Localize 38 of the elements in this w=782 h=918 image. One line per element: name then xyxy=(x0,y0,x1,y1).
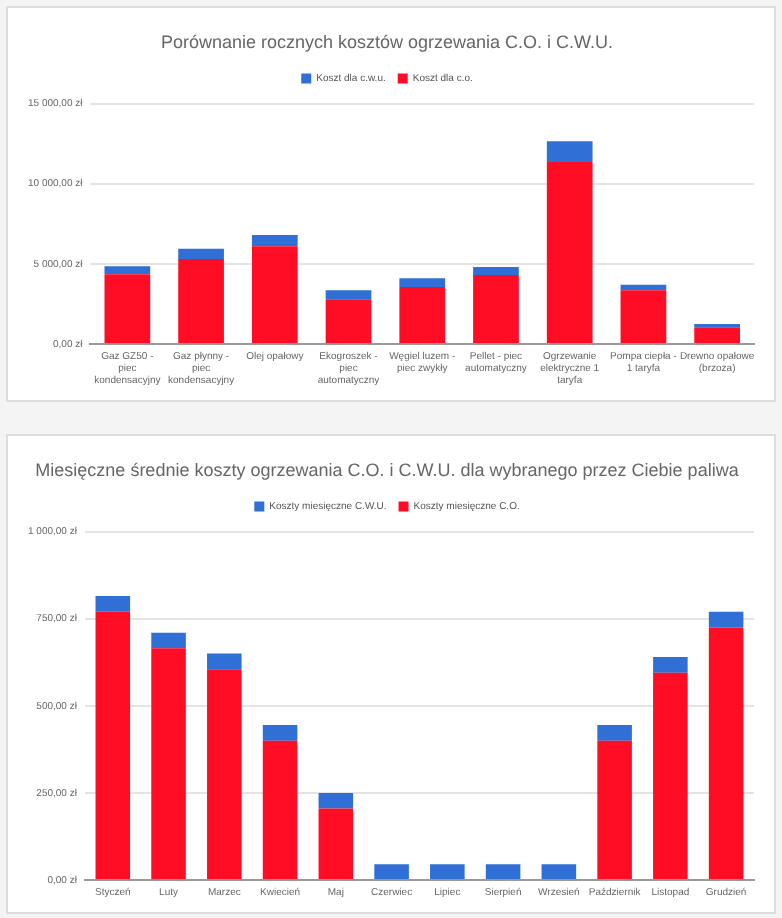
bar xyxy=(708,611,744,628)
bar xyxy=(597,724,632,741)
bar xyxy=(653,657,688,673)
bar xyxy=(178,259,224,343)
bar xyxy=(262,724,298,741)
bar xyxy=(473,275,519,343)
bar xyxy=(104,274,151,343)
bar xyxy=(620,290,667,343)
bar xyxy=(430,864,465,879)
bar xyxy=(262,740,298,879)
bar xyxy=(95,596,131,612)
bar xyxy=(546,162,593,343)
bar xyxy=(151,648,186,879)
bar xyxy=(318,808,354,879)
bar xyxy=(325,290,372,300)
bar xyxy=(251,235,298,247)
bar xyxy=(708,627,744,879)
bar xyxy=(207,669,242,879)
chart-title: Porównanie rocznych kosztów ogrzewania C.O. i C.W.U. xyxy=(160,31,614,52)
bar xyxy=(653,672,688,879)
bar xyxy=(485,864,521,879)
bar xyxy=(95,611,131,879)
bar xyxy=(251,246,298,343)
bar xyxy=(694,327,740,343)
bar xyxy=(399,287,446,343)
bar xyxy=(374,864,409,879)
bar xyxy=(546,141,593,163)
bar xyxy=(151,632,186,649)
bar xyxy=(597,740,632,879)
bar xyxy=(541,864,577,879)
bar xyxy=(104,266,151,275)
bar xyxy=(399,278,446,288)
bar xyxy=(318,792,354,809)
bar xyxy=(473,267,519,276)
bar xyxy=(178,248,224,260)
bar xyxy=(207,653,242,670)
bar xyxy=(325,299,372,343)
chart-title: Miesięczne średnie koszty ogrzewania C.O. i C.W.U. dla wybranego przez Ciebie paliwa xyxy=(35,459,739,480)
